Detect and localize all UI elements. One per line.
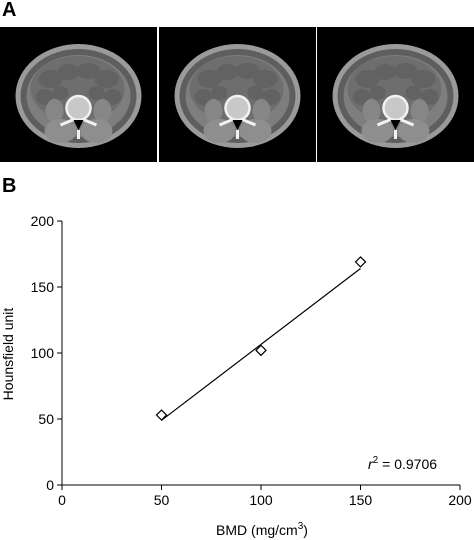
x-tick-label: 150 <box>349 492 373 508</box>
ct-slice-3 <box>317 27 474 162</box>
y-tick-label: 200 <box>31 213 55 229</box>
x-tick-label: 100 <box>249 492 273 508</box>
r-squared-value: = 0.9706 <box>378 456 437 472</box>
data-point <box>155 409 168 421</box>
x-axis-title-base: BMD (mg/cm <box>216 522 298 538</box>
x-axis-title-end: ) <box>303 522 308 538</box>
y-axis-title: Hounsfield unit <box>0 308 16 401</box>
x-axis-title: BMD (mg/cm3) <box>216 521 308 538</box>
data-points <box>155 256 367 421</box>
ct-slice-2 <box>159 27 316 162</box>
panel-b-label: B <box>2 175 17 197</box>
y-tick-label: 150 <box>31 279 55 295</box>
y-tick-label: 50 <box>38 411 54 427</box>
y-tick-label: 100 <box>31 345 55 361</box>
scatter-chart: 0 50 100 150 200 0 50 100 150 200 Hounsfield unit… <box>0 213 472 538</box>
x-tick-label: 50 <box>154 492 170 508</box>
r-squared-annotation: r2 = 0.9706 <box>368 455 437 472</box>
regression-line <box>161 268 361 421</box>
x-tick-label: 200 <box>448 492 472 508</box>
panel-a-label: A <box>2 0 17 21</box>
x-tick-label: 0 <box>58 492 66 508</box>
r-symbol: r <box>368 456 374 472</box>
data-point <box>354 256 367 268</box>
fit-line-group <box>161 268 361 421</box>
y-tick-label: 0 <box>46 477 54 493</box>
ct-image-row <box>0 27 474 162</box>
data-point <box>255 344 267 357</box>
x-axis-title-sup: 3 <box>298 521 304 532</box>
r-squared-exponent: 2 <box>373 455 379 466</box>
chart-axes: 0 50 100 150 200 0 50 100 150 200 <box>31 213 472 508</box>
ct-slice-1 <box>0 27 157 162</box>
